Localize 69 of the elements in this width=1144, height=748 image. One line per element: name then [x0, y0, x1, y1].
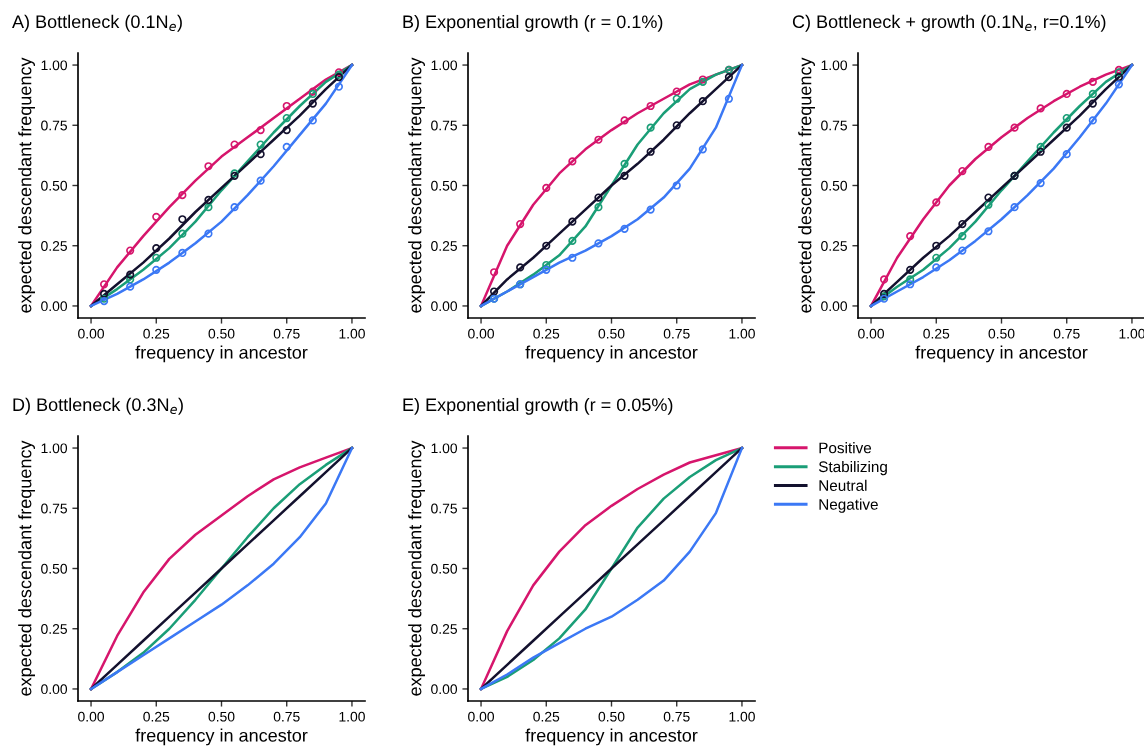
- y-tick-label: 1.00: [431, 60, 458, 71]
- x-axis-title: frequency in ancestor: [525, 345, 698, 363]
- y-tick-label: 0.25: [41, 624, 67, 634]
- x-tick-label: 0.00: [858, 328, 885, 339]
- x-axis-title: frequency in ancestor: [135, 728, 308, 746]
- x-tick-label: 0.75: [273, 328, 300, 339]
- x-tick-label: 0.25: [143, 328, 170, 339]
- legend-label: Positive: [819, 442, 872, 454]
- y-tick-label: 0.50: [431, 563, 458, 574]
- x-tick-label: 0.75: [1053, 328, 1080, 339]
- y-axis-title: expected descendant frequency: [798, 57, 815, 313]
- x-tick-label: 0.50: [598, 328, 625, 339]
- x-tick-label: 1.00: [339, 328, 365, 339]
- x-axis-title: frequency in ancestor: [135, 345, 308, 363]
- x-tick-label: 0.25: [533, 328, 560, 339]
- y-tick-label: 0.50: [41, 180, 68, 191]
- x-tick-label: 1.00: [339, 711, 365, 722]
- y-axis-title: expected descendant frequency: [408, 57, 425, 313]
- x-tick-label: 0.50: [988, 328, 1015, 339]
- x-tick-label: 0.00: [468, 711, 495, 722]
- legend-label: Negative: [819, 498, 878, 513]
- x-tick-label: 0.25: [533, 711, 560, 722]
- y-tick-label: 0.00: [41, 684, 68, 695]
- y-axis-title: expected descendant frequency: [408, 440, 425, 696]
- chart-title: B) Exponential growth (r = 0.1%): [403, 14, 663, 32]
- x-tick-label: 0.00: [78, 711, 105, 722]
- x-tick-label: 1.00: [1119, 328, 1144, 339]
- y-tick-label: 0.00: [431, 684, 458, 695]
- y-axis-title: expected descendant frequency: [18, 57, 35, 313]
- x-tick-label: 0.50: [208, 328, 235, 339]
- y-tick-label: 1.00: [41, 443, 68, 454]
- y-tick-label: 0.25: [431, 241, 457, 251]
- x-tick-label: 0.25: [923, 328, 950, 339]
- y-tick-label: 0.75: [431, 503, 457, 514]
- y-tick-label: 0.50: [821, 180, 848, 191]
- x-tick-label: 0.25: [143, 711, 170, 722]
- y-tick-label: 0.00: [431, 301, 458, 312]
- y-tick-label: 0.00: [821, 301, 848, 312]
- x-tick-label: 0.75: [663, 711, 690, 722]
- y-tick-label: 0.25: [431, 624, 457, 634]
- chart-title: C) Bottleneck + growth (0.1N$_{e}$, r=0.1%): [792, 14, 1106, 32]
- x-tick-label: 1.00: [729, 328, 755, 339]
- x-tick-label: 0.75: [663, 328, 690, 339]
- y-axis-title: expected descendant frequency: [18, 440, 35, 696]
- x-tick-label: 0.00: [78, 328, 105, 339]
- y-tick-label: 0.25: [41, 241, 67, 251]
- y-tick-label: 1.00: [821, 60, 848, 71]
- y-tick-label: 0.00: [41, 301, 68, 312]
- y-tick-label: 1.00: [431, 443, 458, 454]
- chart-title: E) Exponential growth (r = 0.05%): [403, 397, 673, 415]
- x-tick-label: 0.50: [208, 711, 235, 722]
- y-tick-label: 0.75: [41, 120, 67, 131]
- x-tick-label: 1.00: [729, 711, 755, 722]
- x-tick-label: 0.75: [273, 711, 300, 722]
- chart-title: D) Bottleneck (0.3N$_{e}$): [13, 397, 183, 415]
- legend-label: Neutral: [819, 479, 867, 491]
- y-tick-label: 0.50: [41, 563, 68, 574]
- y-tick-label: 1.00: [41, 60, 68, 71]
- x-tick-label: 0.00: [468, 328, 495, 339]
- y-tick-label: 0.75: [431, 120, 457, 131]
- y-tick-label: 0.75: [41, 503, 67, 514]
- y-tick-label: 0.75: [821, 120, 847, 131]
- legend-label: Stabilizing: [818, 460, 887, 476]
- x-axis-title: frequency in ancestor: [915, 345, 1088, 363]
- y-tick-label: 0.50: [431, 180, 458, 191]
- chart-title: A) Bottleneck (0.1N$_{e}$): [12, 14, 182, 32]
- y-tick-label: 0.25: [821, 241, 847, 251]
- x-axis-title: frequency in ancestor: [525, 728, 698, 746]
- x-tick-label: 0.50: [598, 711, 625, 722]
